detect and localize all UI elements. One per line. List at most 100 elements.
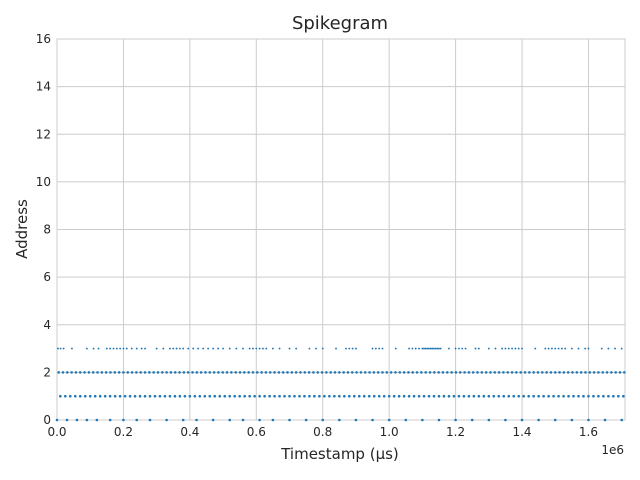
spike-point [234, 371, 238, 374]
spike-point [181, 418, 185, 422]
spike-point [355, 347, 357, 350]
spike-point [338, 371, 341, 374]
spike-point [510, 371, 514, 374]
x-offset-label: 1e6 [601, 443, 624, 457]
spike-point [115, 347, 118, 350]
spike-point [448, 347, 450, 350]
spike-point [273, 371, 276, 374]
spike-points [55, 347, 626, 422]
spike-point [191, 371, 194, 374]
spike-point [182, 371, 186, 374]
spike-point [235, 347, 238, 350]
spike-point [153, 394, 157, 398]
spike-point [87, 371, 91, 374]
y-tick-label: 0 [43, 413, 51, 427]
spike-point [454, 347, 457, 350]
spike-point [173, 394, 177, 398]
y-tick-label: 2 [43, 365, 51, 379]
spike-point [472, 394, 476, 398]
spike-point [186, 371, 190, 374]
spike-point [71, 347, 73, 350]
spike-point [64, 394, 67, 398]
spike-point [362, 394, 366, 398]
spike-point [178, 371, 181, 374]
spike-point [592, 394, 595, 398]
x-tick-label: 1.0 [380, 425, 399, 439]
spike-point [123, 394, 127, 398]
spike-point [617, 394, 620, 398]
spike-point [293, 394, 296, 398]
spike-point [477, 394, 481, 398]
spike-point [407, 371, 410, 374]
spike-row-address-3 [57, 347, 623, 350]
spike-point [57, 347, 59, 350]
spike-point [113, 394, 117, 398]
spike-point [91, 371, 95, 374]
spike-point [348, 347, 351, 350]
spike-point [112, 347, 115, 350]
spike-point [268, 371, 272, 374]
y-tick-label: 6 [43, 270, 51, 284]
spike-point [128, 394, 132, 398]
spike-point [377, 394, 381, 398]
spike-point [321, 418, 325, 422]
spike-point [575, 371, 579, 374]
spike-point [278, 394, 281, 398]
spike-point [333, 371, 337, 374]
spike-point [587, 418, 590, 422]
spike-point [122, 371, 125, 374]
spike-point [445, 371, 449, 374]
spike-point [421, 418, 424, 422]
spike-point [557, 347, 560, 350]
spike-point [352, 394, 356, 398]
spike-point [338, 418, 341, 422]
spike-point [600, 347, 603, 350]
spike-point [308, 394, 311, 398]
spike-point [183, 394, 187, 398]
spike-point [255, 347, 258, 350]
spike-point [281, 371, 285, 374]
spike-point [208, 371, 212, 374]
spike-point [217, 371, 220, 374]
spike-point [572, 394, 575, 398]
spike-point [577, 394, 580, 398]
spike-point [178, 394, 182, 398]
spike-point [78, 371, 82, 374]
spike-point [155, 347, 158, 350]
spike-point [588, 371, 592, 374]
spike-point [109, 371, 112, 374]
spike-point [522, 394, 525, 398]
spike-point [248, 347, 251, 350]
spike-point [567, 394, 570, 398]
spike-point [359, 371, 363, 374]
spike-point [437, 394, 441, 398]
spike-point [345, 347, 347, 350]
spike-point [402, 394, 406, 398]
spike-point [228, 347, 231, 350]
spike-point [238, 394, 241, 398]
spike-point [423, 347, 425, 350]
y-tick-label: 10 [36, 175, 51, 189]
spike-point [521, 347, 523, 350]
spike-point [502, 394, 506, 398]
spike-point [458, 371, 462, 374]
spike-point [597, 394, 600, 398]
spike-point [420, 371, 423, 374]
spike-point [342, 371, 345, 374]
spike-point [428, 347, 430, 350]
spike-point [497, 394, 501, 398]
spike-point [61, 371, 65, 374]
spike-point [428, 371, 432, 374]
spike-point [601, 371, 605, 374]
spike-point [138, 394, 142, 398]
spike-point [165, 418, 168, 422]
spike-point [394, 371, 397, 374]
spike-point [62, 347, 65, 350]
spike-point [313, 394, 316, 398]
spike-point [125, 347, 128, 350]
spike-point [502, 371, 505, 374]
spike-point [605, 371, 609, 374]
spike-point [515, 371, 518, 374]
spike-point [230, 371, 233, 374]
y-tick-label: 14 [36, 80, 51, 94]
